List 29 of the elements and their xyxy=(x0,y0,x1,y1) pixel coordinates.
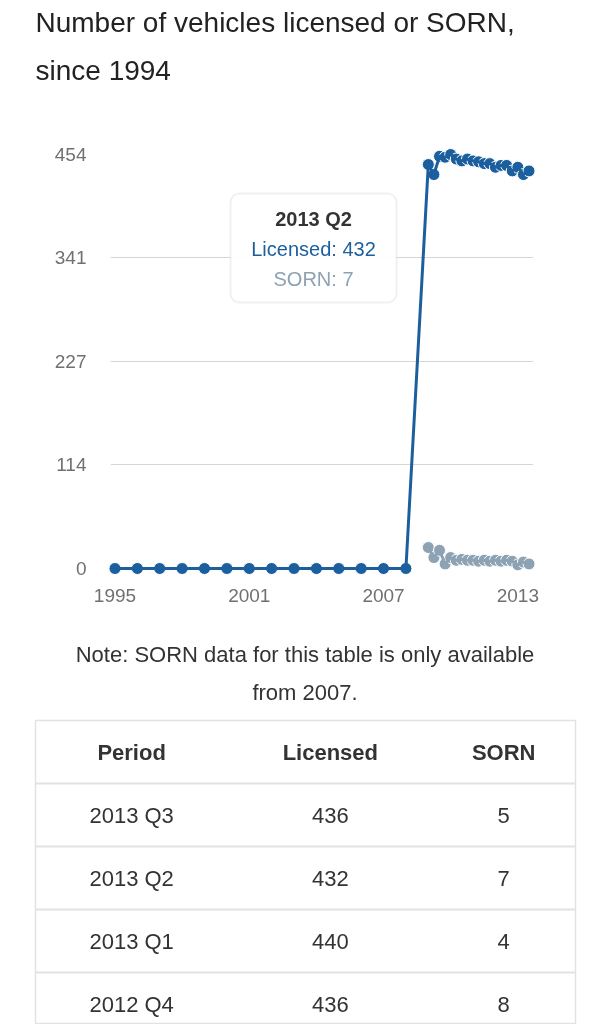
category-label: 2013 Q1 xyxy=(89,928,174,954)
text: Period xyxy=(97,739,166,765)
category-label: 2012 Q4 xyxy=(89,991,174,1017)
annotation: 2013 Q2 xyxy=(275,207,352,230)
text: Note: SORN data for this table is only available from 2007. xyxy=(75,641,535,706)
x-tick-label: 1995 xyxy=(93,584,137,606)
y-tick-label: 114 xyxy=(56,454,87,476)
data-label: 440 xyxy=(311,928,349,954)
data-label: 436 xyxy=(311,991,349,1017)
data-label: 5 xyxy=(497,802,510,828)
legend-label: Licensed xyxy=(282,739,379,765)
data-label: 432 xyxy=(311,865,349,891)
y-tick-label: 227 xyxy=(54,351,87,372)
data-label: 7 xyxy=(497,865,510,891)
y-tick-label: 454 xyxy=(54,144,87,165)
category-label: 2013 Q2 xyxy=(89,865,174,891)
x-tick-label: 2013 xyxy=(496,584,539,606)
legend-label: SORN xyxy=(471,739,536,765)
x-tick-label: 2007 xyxy=(362,584,405,606)
category-label: 2013 Q3 xyxy=(89,802,174,828)
y-tick-label: 341 xyxy=(54,247,87,269)
annotation: Licensed: 432 xyxy=(251,237,376,260)
chart-title: Number of vehicles licensed or SORN, since 1994 xyxy=(35,6,515,86)
data-label: 4 xyxy=(497,928,510,954)
data-label: 436 xyxy=(311,802,349,828)
y-tick-label: 0 xyxy=(75,558,87,579)
x-tick-label: 2001 xyxy=(228,584,271,606)
annotation: SORN: 7 xyxy=(273,267,354,290)
data-label: 8 xyxy=(497,991,510,1017)
